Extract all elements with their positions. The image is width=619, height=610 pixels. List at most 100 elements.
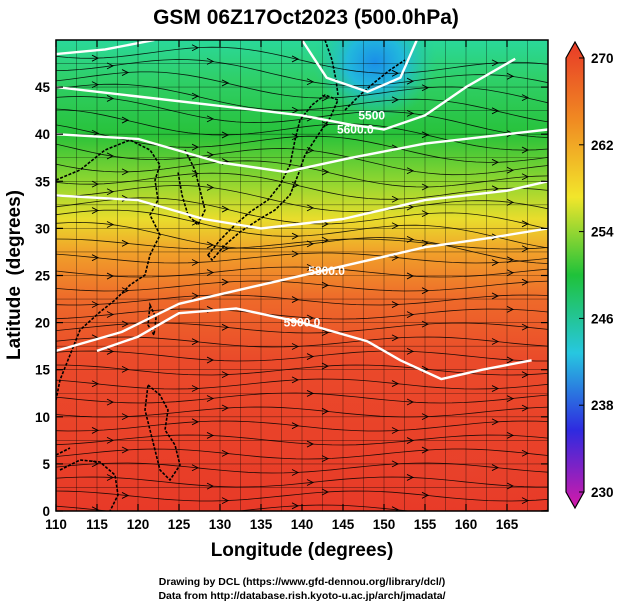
streamline-arrow xyxy=(306,479,315,486)
streamline-arrow xyxy=(221,79,230,87)
streamline-arrow xyxy=(521,278,530,286)
streamline-arrow xyxy=(191,44,200,52)
streamline xyxy=(56,143,548,176)
streamline-arrow xyxy=(106,188,115,196)
streamline xyxy=(56,266,548,278)
streamline-arrow xyxy=(406,311,415,319)
streamline xyxy=(56,448,548,460)
streamline-arrow xyxy=(121,365,130,373)
contour-value-label: 5600.0 xyxy=(337,122,374,136)
streamline xyxy=(56,108,548,151)
streamline xyxy=(56,378,548,390)
y-tick-label: 0 xyxy=(42,504,50,519)
streamline-arrow xyxy=(221,449,230,457)
streamline xyxy=(56,46,548,74)
streamline-arrow xyxy=(321,329,330,337)
x-tick-label: 160 xyxy=(455,517,478,532)
y-tick-label: 20 xyxy=(35,316,50,331)
y-tick-label: 40 xyxy=(35,127,50,142)
streamline-arrow xyxy=(221,371,230,379)
streamline-arrow xyxy=(521,94,530,102)
streamline-arrow xyxy=(521,146,530,154)
streamline-arrow xyxy=(291,133,300,141)
streamline-arrow xyxy=(491,59,500,67)
streamline-arrow xyxy=(221,205,230,213)
streamline-arrow xyxy=(391,301,400,308)
streamline-arrow xyxy=(521,220,530,228)
streamline xyxy=(56,96,548,138)
y-tick-label: 10 xyxy=(35,410,50,425)
streamline-arrow xyxy=(291,106,300,114)
streamline-arrow xyxy=(206,184,215,191)
y-axis-ticks: 0 5 10 15 20 25 30 35 40 45 xyxy=(35,80,548,519)
height-contour-line xyxy=(96,307,532,381)
colorbar-tick-label: 238 xyxy=(591,398,614,413)
streamline-arrow xyxy=(91,54,100,62)
colorbar-tick-label: 254 xyxy=(591,225,614,240)
streamline-arrow xyxy=(506,198,515,206)
streamline-arrow xyxy=(306,263,315,271)
streamline-arrow xyxy=(521,449,530,457)
streamline xyxy=(56,124,548,163)
y-tick-label: 25 xyxy=(35,269,51,284)
streamline-arrow xyxy=(506,431,515,439)
streamline-arrow xyxy=(106,62,115,70)
streamline-arrow xyxy=(391,96,400,104)
streamline-arrow xyxy=(206,356,215,364)
streamline-arrow xyxy=(506,482,515,490)
low-pressure-center xyxy=(313,40,437,120)
streamline-arrow xyxy=(306,78,315,86)
x-tick-label: 150 xyxy=(373,517,396,532)
footer-data-source: Data from http://database.rish.kyoto-u.a… xyxy=(158,590,445,602)
streamline xyxy=(56,221,548,264)
colorbar-tick-label: 246 xyxy=(591,311,614,326)
streamline-arrow xyxy=(391,69,400,77)
streamline-arrow xyxy=(521,173,530,181)
streamline-arrow xyxy=(521,404,530,412)
x-tick-label: 115 xyxy=(86,517,108,532)
streamline-arrow xyxy=(521,323,530,331)
streamline-arrow xyxy=(291,232,300,240)
streamline-arrow xyxy=(406,77,415,85)
x-tick-label: 140 xyxy=(291,517,314,532)
streamline-arrow xyxy=(291,296,300,303)
streamline-arrow xyxy=(106,221,115,228)
x-tick-label: 135 xyxy=(250,517,273,532)
streamline xyxy=(56,462,548,474)
streamline xyxy=(56,280,548,292)
contour-value-label: 5800.0 xyxy=(308,264,345,278)
streamline-arrow xyxy=(121,168,130,176)
streamline-arrow xyxy=(191,170,200,178)
coastlines xyxy=(56,40,406,511)
streamline-arrow xyxy=(121,116,130,124)
streamline-arrow xyxy=(391,380,400,387)
y-tick-label: 5 xyxy=(42,457,50,472)
streamline-arrow xyxy=(206,482,215,490)
streamline-arrow xyxy=(406,437,415,444)
streamline-arrow xyxy=(421,320,430,328)
streamline-arrow xyxy=(521,371,530,379)
streamline-arrow xyxy=(291,422,300,430)
height-contour-line xyxy=(56,57,516,131)
streamline-arrow xyxy=(91,254,100,262)
coastline-philippines xyxy=(144,383,181,482)
contour-value-label: 5500 xyxy=(358,108,385,122)
streamline-arrow xyxy=(106,348,115,355)
streamline-arrow xyxy=(206,395,215,402)
streamline-arrow xyxy=(491,185,500,193)
streamline-arrow xyxy=(91,180,100,188)
streamline-arrow xyxy=(406,167,415,175)
streamline-arrow xyxy=(91,380,100,388)
streamline-arrow xyxy=(506,72,515,80)
streamline-arrow xyxy=(406,272,415,280)
streamline-arrow xyxy=(421,131,430,139)
streamline-arrow xyxy=(121,287,130,295)
streamline-arrow xyxy=(421,239,430,247)
streamline-arrow xyxy=(106,311,115,318)
streamline-arrow xyxy=(221,323,230,331)
streamline-arrow xyxy=(491,385,500,392)
streamline-arrow xyxy=(506,395,515,403)
height-contour-line xyxy=(56,180,548,230)
